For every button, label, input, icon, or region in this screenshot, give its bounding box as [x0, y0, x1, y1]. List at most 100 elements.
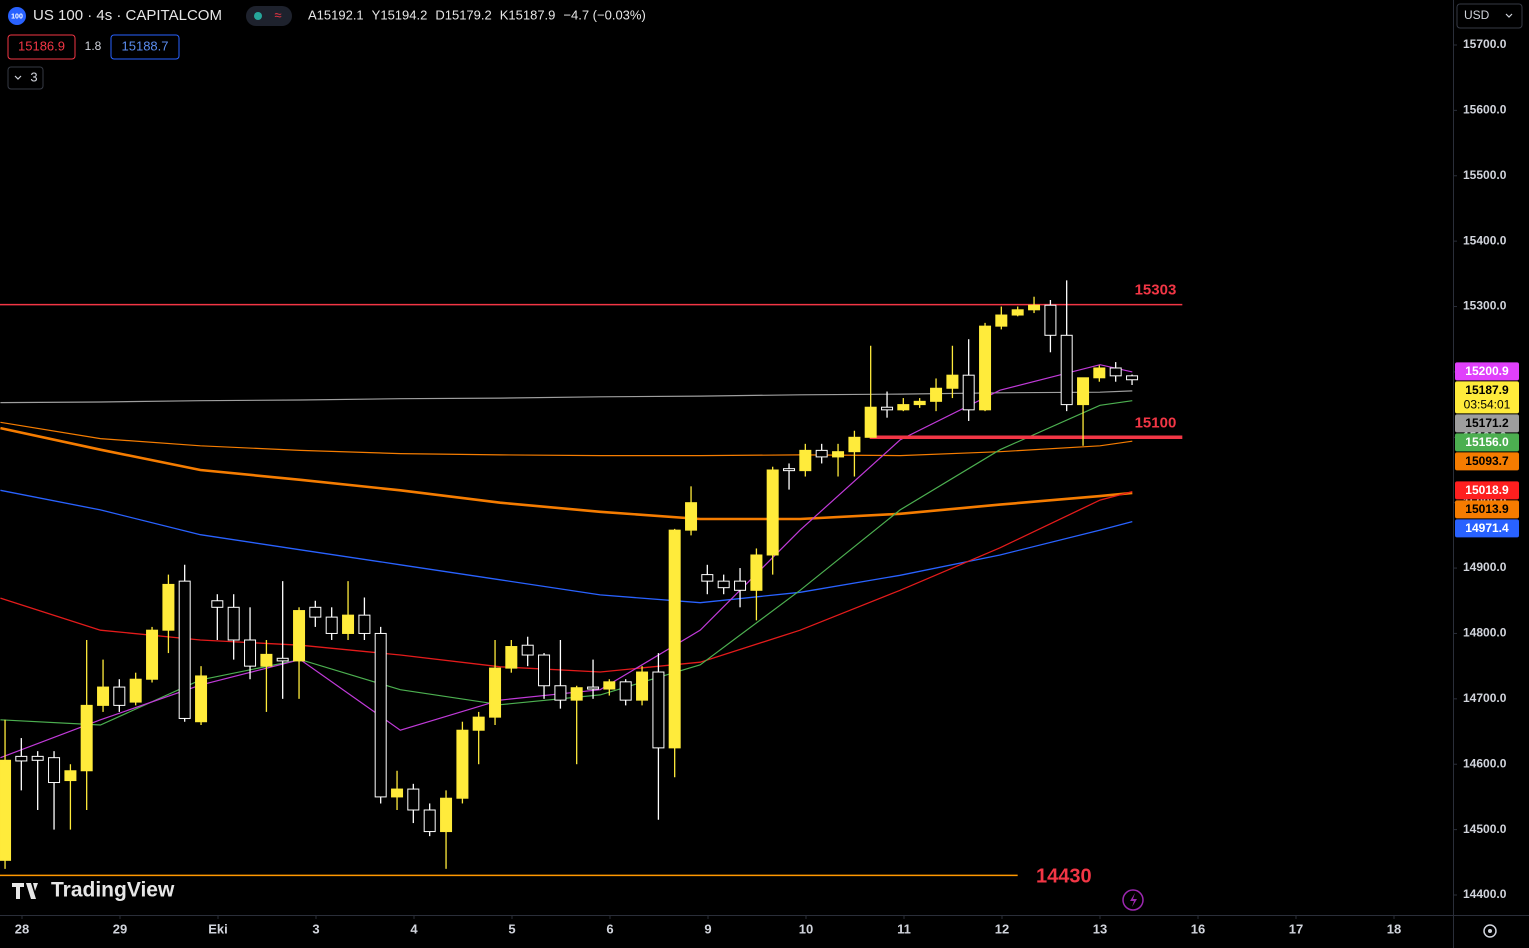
flash-bolt — [1130, 893, 1137, 907]
status-pill[interactable] — [246, 6, 292, 26]
candle-body — [815, 449, 828, 458]
moving-average — [0, 421, 1133, 457]
x-tick-label: 6 — [606, 921, 613, 936]
x-tick-label: 16 — [1191, 921, 1205, 936]
candle-body — [456, 729, 469, 799]
candle-body — [962, 374, 975, 411]
price-tag-label: 15156.0 — [1465, 435, 1509, 449]
x-tick-label: 29 — [113, 921, 127, 936]
candle-body — [685, 502, 698, 531]
price-tag-label: 15187.9 — [1465, 383, 1509, 397]
candle-body — [309, 606, 322, 618]
candle-body — [358, 614, 371, 634]
y-tick-label: 14600.0 — [1463, 756, 1507, 770]
candle-body — [881, 406, 894, 411]
candle-body — [913, 400, 926, 406]
x-tick-label: Eki — [208, 921, 228, 936]
candle-body — [783, 468, 796, 472]
candle-body — [113, 686, 126, 706]
candle-body — [603, 681, 616, 690]
y-tick-label: 14800.0 — [1463, 626, 1507, 640]
candle-body — [717, 580, 730, 589]
candle-body — [1126, 375, 1139, 381]
x-tick-label: 11 — [897, 921, 911, 936]
candle-body — [1093, 367, 1106, 379]
ohlc-value: −4.7 (−0.03%) — [563, 7, 645, 22]
price-tag — [1455, 500, 1519, 519]
candle-body — [1077, 377, 1090, 406]
plot-area: 15303 15100 14430 — [0, 280, 1183, 888]
ohlc-value: K15187.9 — [500, 7, 556, 22]
price-tag — [1455, 481, 1519, 500]
candle-body — [211, 600, 224, 608]
chevron — [1505, 13, 1513, 18]
x-tick-label: 9 — [704, 921, 711, 936]
price-tag-label: 15200.9 — [1465, 364, 1509, 378]
candle-body — [440, 797, 453, 833]
price-tag-label: 15171.2 — [1465, 416, 1509, 430]
candle-body — [146, 629, 159, 680]
price-tag — [1455, 452, 1519, 471]
moving-average — [0, 390, 1133, 404]
countdown: 03:54:01 — [1464, 397, 1511, 411]
price-tag — [1455, 414, 1519, 433]
candle-body — [619, 681, 632, 701]
moving-average — [0, 490, 1133, 673]
price-tag-label: 14971.4 — [1465, 521, 1509, 535]
candle-body — [570, 687, 583, 701]
price-level-label: 15303 — [1135, 282, 1177, 299]
chevron — [14, 75, 22, 80]
candle-body — [325, 616, 338, 634]
y-tick-label: 14400.0 — [1463, 887, 1507, 901]
bid-box[interactable] — [7, 34, 76, 60]
candle-body — [636, 671, 649, 701]
price-level-label: 14430 — [1036, 866, 1092, 888]
indicator-toggle[interactable] — [7, 66, 44, 90]
candle-body — [1044, 304, 1057, 336]
settings-icon[interactable] — [1483, 924, 1497, 938]
candle-body — [391, 788, 404, 798]
indicator-count: 3 — [30, 69, 37, 84]
y-tick-label: 14700.0 — [1463, 691, 1507, 705]
ask-price: 15188.7 — [122, 38, 169, 53]
x-tick-label: 13 — [1093, 921, 1107, 936]
candle-body — [587, 686, 600, 690]
candle-body — [407, 788, 420, 811]
y-tick-label: 15700.0 — [1463, 37, 1507, 51]
candle-body — [995, 314, 1008, 327]
candle-body — [554, 685, 567, 701]
candle-body — [1109, 367, 1122, 377]
candle-body — [162, 583, 175, 631]
y-tick-label: 14500.0 — [1463, 822, 1507, 836]
candle-body — [64, 770, 77, 782]
flash-icon[interactable] — [1122, 889, 1144, 911]
candle-body — [521, 644, 534, 656]
price-tag — [1455, 381, 1519, 414]
candle-body — [832, 451, 845, 458]
brand-logo — [12, 883, 38, 899]
price-tag-label: 15018.9 — [1465, 483, 1509, 497]
ohlc: A15192.1 Y15194.2 D15179.2 K15187.9 −4.7 (−0… — [308, 7, 646, 22]
candle-body — [979, 325, 992, 411]
bid-price: 15186.9 — [18, 38, 65, 53]
y-tick-label: 15500.0 — [1463, 168, 1507, 182]
moving-average — [0, 426, 1133, 521]
candle-body — [129, 678, 142, 703]
candle-body — [668, 529, 681, 749]
candle-body — [750, 554, 763, 591]
candle-body — [1011, 309, 1024, 316]
candle-body — [227, 606, 240, 641]
ohlc-value: Y15194.2 — [372, 7, 428, 22]
candle-body — [97, 686, 110, 706]
candle-body — [652, 671, 665, 749]
logo-text: 100 — [11, 13, 23, 20]
candle-body — [1028, 304, 1041, 311]
status-dot — [254, 12, 262, 20]
candle-body — [472, 716, 485, 731]
y-tick-label: 15300.0 — [1463, 299, 1507, 313]
x-tick-label: 18 — [1387, 921, 1401, 936]
ask-box[interactable] — [110, 34, 180, 60]
currency-box[interactable] — [1456, 3, 1523, 29]
symbol-title[interactable]: US 100 · 4s · CAPITALCOM — [33, 7, 222, 24]
